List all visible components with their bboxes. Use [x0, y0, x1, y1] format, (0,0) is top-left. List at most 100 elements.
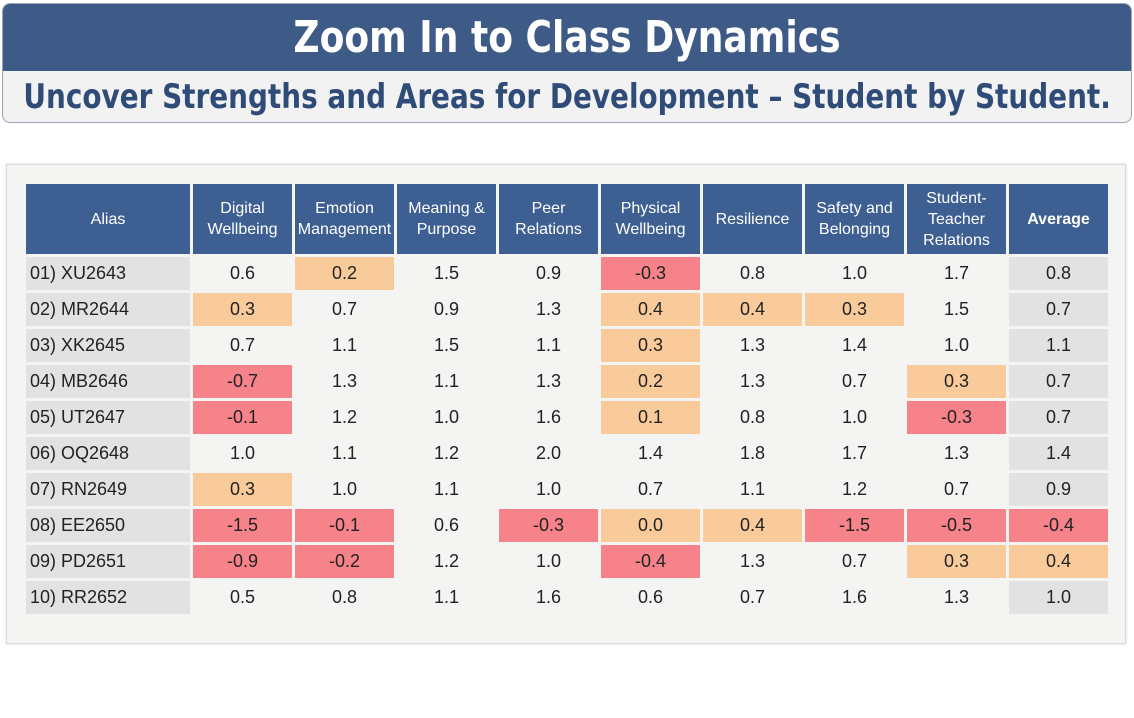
average-cell: -0.4 [1009, 509, 1108, 542]
score-cell: 1.3 [499, 293, 598, 326]
score-cell: 0.3 [907, 365, 1006, 398]
score-cell: 0.4 [601, 293, 700, 326]
alias-cell: 09) PD2651 [26, 545, 190, 578]
average-cell: 0.4 [1009, 545, 1108, 578]
score-cell: -0.4 [601, 545, 700, 578]
score-cell: 1.1 [703, 473, 802, 506]
column-header[interactable]: Safety and Belonging [805, 184, 904, 254]
alias-cell: 10) RR2652 [26, 581, 190, 614]
score-cell: 1.7 [907, 257, 1006, 290]
score-cell: 0.8 [295, 581, 394, 614]
score-cell: 1.3 [703, 365, 802, 398]
column-header[interactable]: Physical Wellbeing [601, 184, 700, 254]
score-cell: -1.5 [805, 509, 904, 542]
average-cell: 0.9 [1009, 473, 1108, 506]
table-row: 01) XU2643 0.6 0.2 1.5 0.9 -0.3 0.8 1.0 1.7 0.8 [26, 257, 1108, 290]
score-cell: 1.3 [907, 581, 1006, 614]
score-cell: 1.8 [703, 437, 802, 470]
score-cell: 1.1 [397, 581, 496, 614]
alias-cell: 05) UT2647 [26, 401, 190, 434]
table-header-row: Alias Digital Wellbeing Emotion Management… [26, 184, 1108, 254]
score-cell: 0.3 [907, 545, 1006, 578]
score-cell: 1.2 [295, 401, 394, 434]
column-header[interactable]: Alias [26, 184, 190, 254]
score-cell: 0.7 [805, 545, 904, 578]
column-header[interactable]: Average [1009, 184, 1108, 254]
score-cell: 1.1 [295, 329, 394, 362]
score-cell: -0.3 [499, 509, 598, 542]
column-header[interactable]: Emotion Management [295, 184, 394, 254]
score-cell: 0.3 [193, 293, 292, 326]
score-cell: 1.5 [397, 329, 496, 362]
average-cell: 1.4 [1009, 437, 1108, 470]
average-cell: 0.7 [1009, 365, 1108, 398]
score-cell: 1.6 [805, 581, 904, 614]
average-cell: 0.7 [1009, 401, 1108, 434]
score-cell: 1.1 [397, 473, 496, 506]
score-cell: 1.0 [907, 329, 1006, 362]
column-header[interactable]: Resilience [703, 184, 802, 254]
score-cell: 0.6 [193, 257, 292, 290]
column-header[interactable]: Digital Wellbeing [193, 184, 292, 254]
score-cell: -0.3 [601, 257, 700, 290]
score-cell: 0.8 [703, 401, 802, 434]
score-cell: 0.7 [601, 473, 700, 506]
score-cell: 1.1 [397, 365, 496, 398]
score-cell: -0.2 [295, 545, 394, 578]
table-row: 09) PD2651 -0.9 -0.2 1.2 1.0 -0.4 1.3 0.7 0.3 0.4 [26, 545, 1108, 578]
average-cell: 1.1 [1009, 329, 1108, 362]
score-cell: 1.7 [805, 437, 904, 470]
score-cell: 0.3 [805, 293, 904, 326]
average-cell: 0.7 [1009, 293, 1108, 326]
score-cell: 0.7 [703, 581, 802, 614]
column-header[interactable]: Meaning & Purpose [397, 184, 496, 254]
score-cell: 0.2 [295, 257, 394, 290]
score-cell: 0.7 [295, 293, 394, 326]
alias-cell: 02) MR2644 [26, 293, 190, 326]
student-table: Alias Digital Wellbeing Emotion Management… [23, 181, 1111, 617]
table-body: 01) XU2643 0.6 0.2 1.5 0.9 -0.3 0.8 1.0 1.7 0.8 02… [26, 257, 1108, 614]
score-cell: 1.1 [295, 437, 394, 470]
score-cell: -0.5 [907, 509, 1006, 542]
score-cell: 1.2 [397, 545, 496, 578]
score-cell: -0.7 [193, 365, 292, 398]
score-cell: 0.2 [601, 365, 700, 398]
score-cell: 1.0 [295, 473, 394, 506]
table-row: 05) UT2647 -0.1 1.2 1.0 1.6 0.1 0.8 1.0 -0.3 0.7 [26, 401, 1108, 434]
score-cell: 1.0 [397, 401, 496, 434]
score-cell: 0.9 [397, 293, 496, 326]
score-cell: 1.6 [499, 581, 598, 614]
score-cell: -0.9 [193, 545, 292, 578]
score-cell: 1.3 [907, 437, 1006, 470]
score-cell: 1.6 [499, 401, 598, 434]
score-cell: 0.7 [193, 329, 292, 362]
score-cell: 0.5 [193, 581, 292, 614]
column-header[interactable]: Student-Teacher Relations [907, 184, 1006, 254]
alias-cell: 04) MB2646 [26, 365, 190, 398]
score-cell: 0.1 [601, 401, 700, 434]
table-row: 03) XK2645 0.7 1.1 1.5 1.1 0.3 1.3 1.4 1.0 1.1 [26, 329, 1108, 362]
score-cell: 1.4 [805, 329, 904, 362]
page-subtitle: Uncover Strengths and Areas for Developm… [23, 77, 1111, 117]
score-cell: 0.6 [397, 509, 496, 542]
score-cell: 0.8 [703, 257, 802, 290]
score-cell: 0.7 [805, 365, 904, 398]
score-cell: 1.3 [499, 365, 598, 398]
score-cell: 1.0 [499, 545, 598, 578]
table-row: 02) MR2644 0.3 0.7 0.9 1.3 0.4 0.4 0.3 1.5 0.7 [26, 293, 1108, 326]
column-header[interactable]: Peer Relations [499, 184, 598, 254]
score-cell: 1.0 [193, 437, 292, 470]
score-cell: 0.0 [601, 509, 700, 542]
score-cell: 1.2 [397, 437, 496, 470]
table-row: 06) OQ2648 1.0 1.1 1.2 2.0 1.4 1.8 1.7 1.3 1.4 [26, 437, 1108, 470]
alias-cell: 01) XU2643 [26, 257, 190, 290]
score-cell: 1.0 [805, 401, 904, 434]
table-row: 10) RR2652 0.5 0.8 1.1 1.6 0.6 0.7 1.6 1.3 1.0 [26, 581, 1108, 614]
alias-cell: 08) EE2650 [26, 509, 190, 542]
score-cell: -0.1 [193, 401, 292, 434]
score-cell: 0.4 [703, 509, 802, 542]
score-cell: 1.3 [703, 545, 802, 578]
table-row: 08) EE2650 -1.5 -0.1 0.6 -0.3 0.0 0.4 -1.5 -0.5-… [26, 509, 1108, 542]
score-cell: 1.1 [499, 329, 598, 362]
score-cell: 0.6 [601, 581, 700, 614]
